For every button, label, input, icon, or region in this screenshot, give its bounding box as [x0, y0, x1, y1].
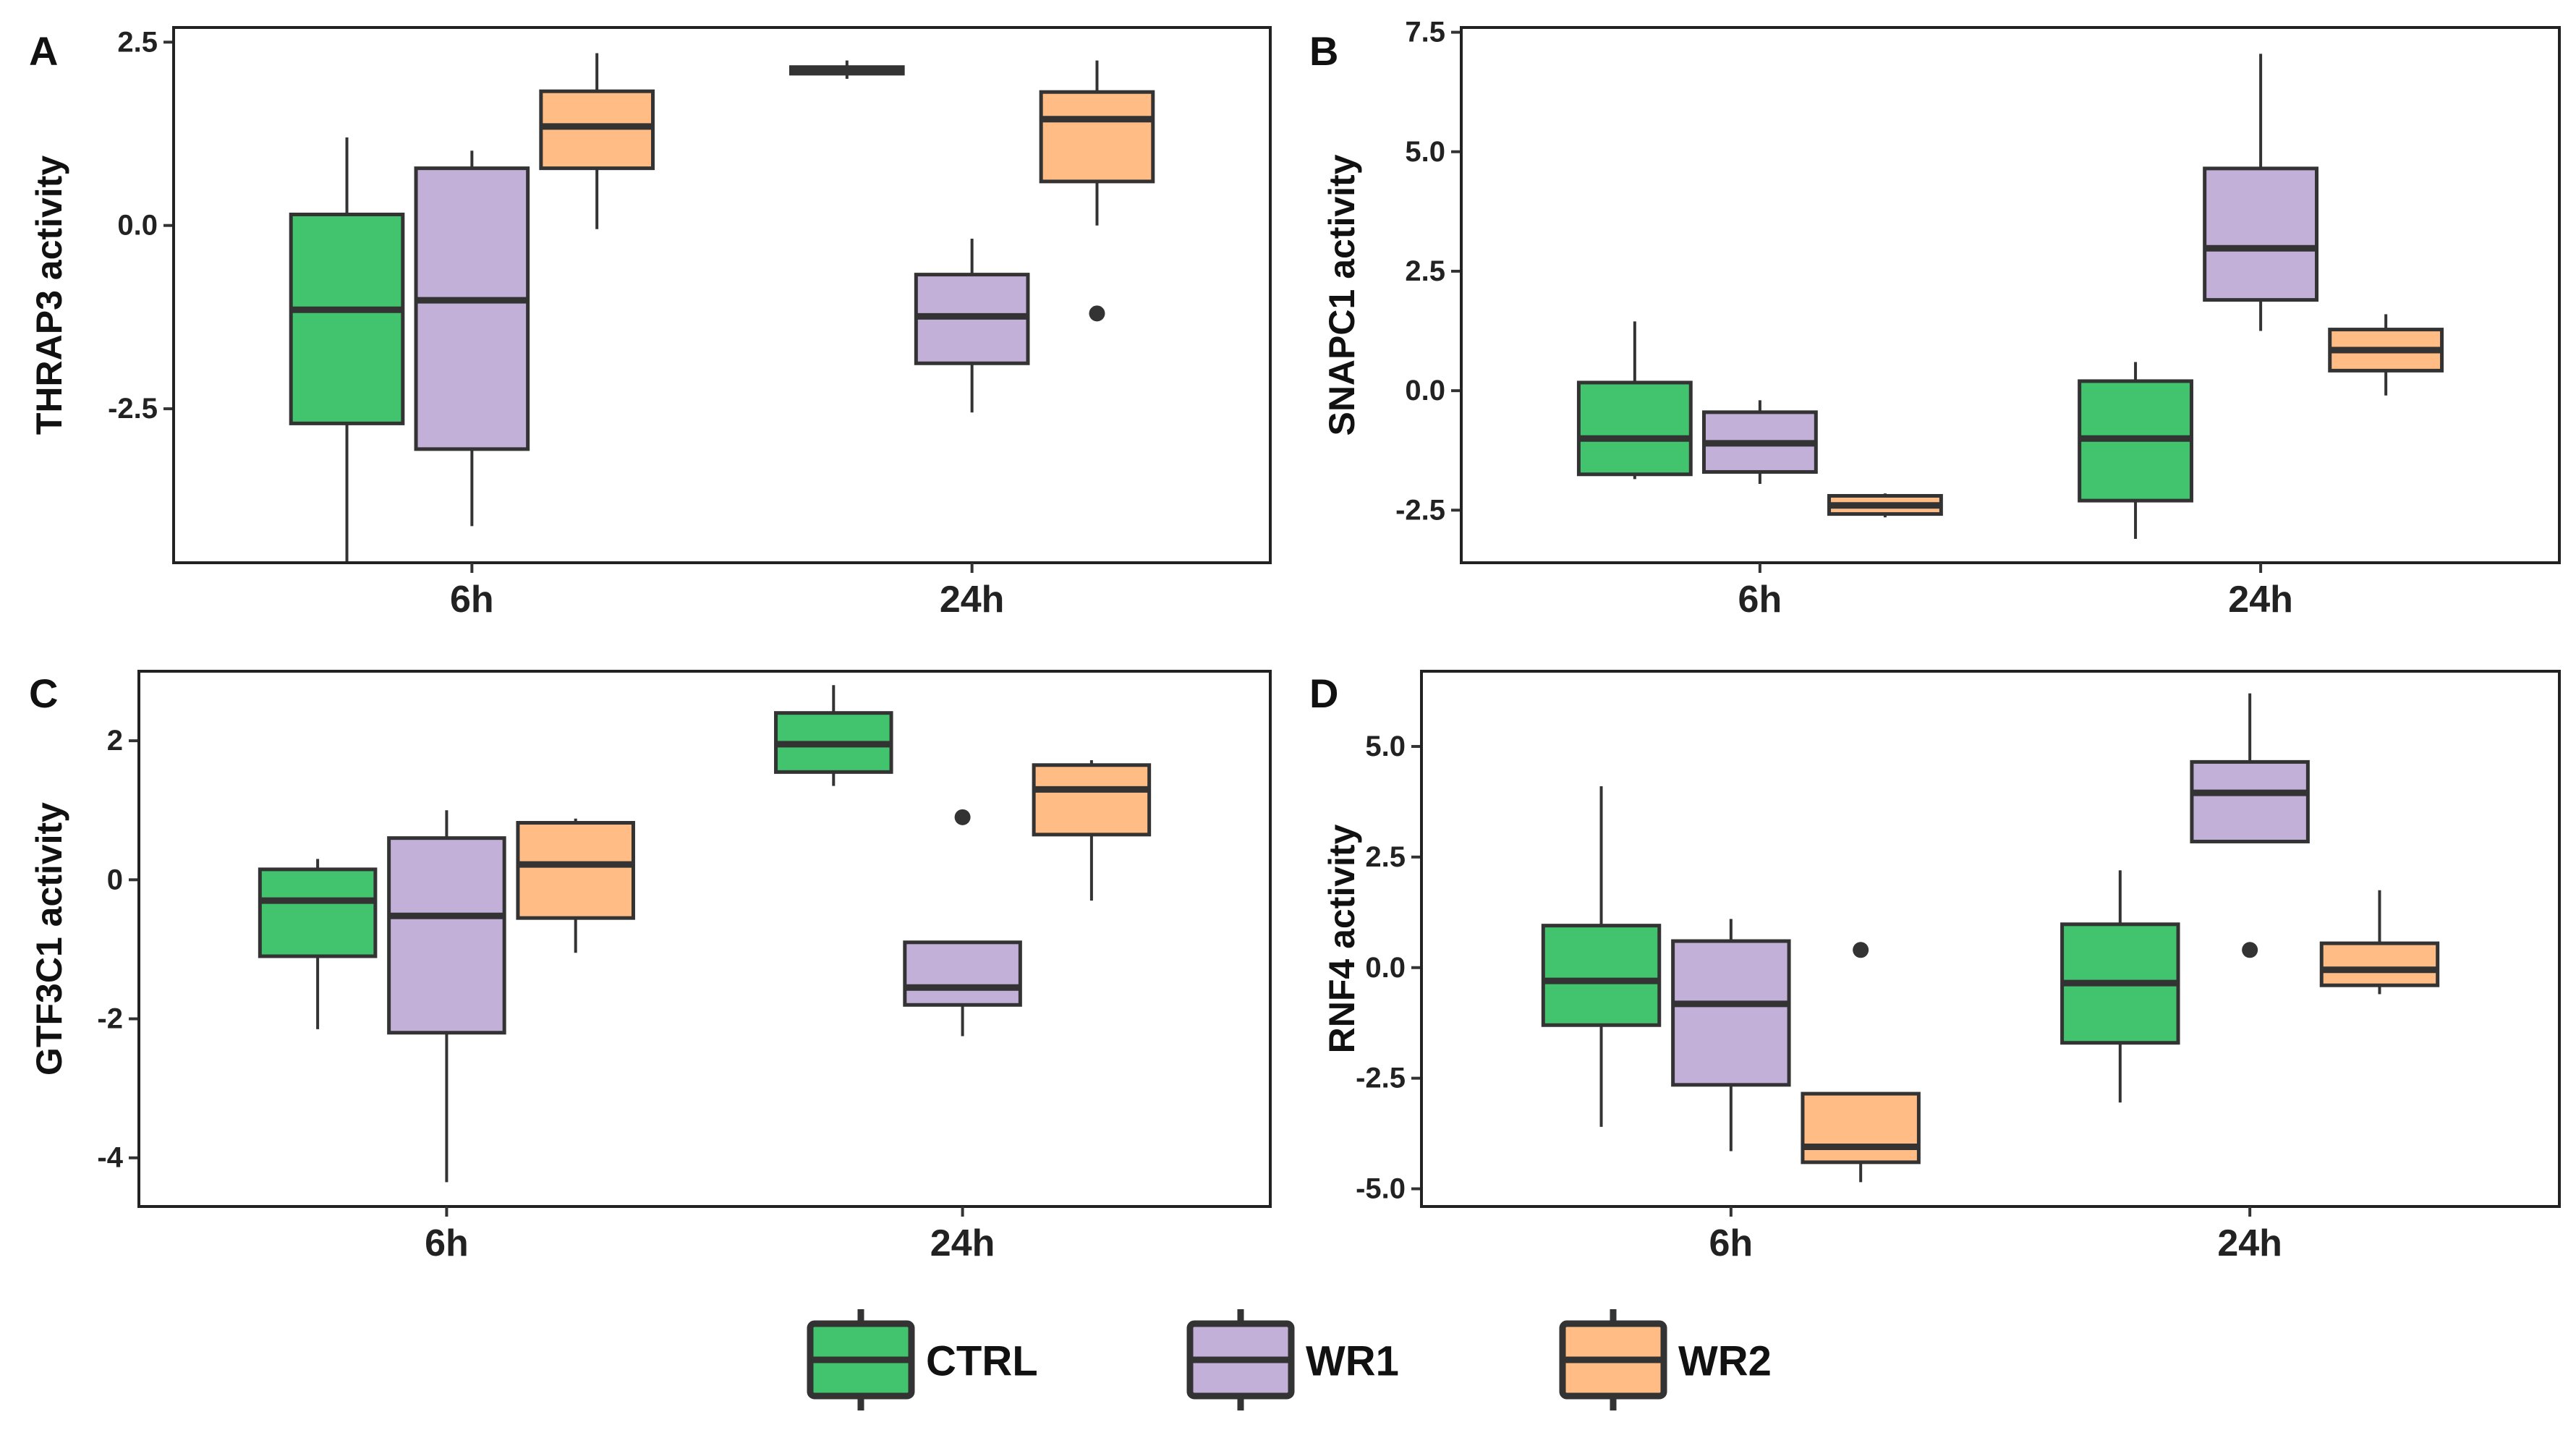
box-wr2-24h: [2328, 314, 2444, 396]
box-iqr: [414, 166, 530, 451]
box-wr1-6h: [1671, 919, 1791, 1152]
box-wr2-24h: [1039, 60, 1155, 322]
y-tick-label: 0: [107, 864, 123, 895]
y-tick-label: -2: [97, 1003, 123, 1035]
x-tick-label: 6h: [1709, 1222, 1754, 1264]
y-tick-label: -2.5: [1395, 494, 1445, 526]
legend-label: CTRL: [926, 1338, 1038, 1385]
outlier-point: [1853, 942, 1869, 958]
box-iqr: [258, 867, 378, 958]
y-tick-label: -4: [97, 1142, 123, 1174]
box-wr2-6h: [539, 53, 655, 229]
box-ctrl-24h: [2060, 870, 2180, 1103]
box-iqr: [2190, 759, 2310, 843]
outlier-point: [1089, 305, 1105, 322]
legend: CTRL WR1 WR2: [807, 1309, 1772, 1410]
panel-B: B SNAPC1 activity 7.5 5.0 2.5 0.0 -2.5 6h 24h: [1309, 17, 2561, 621]
panel-letter: C: [29, 671, 58, 716]
box-wr1-24h: [903, 809, 1022, 1037]
legend-item-wr1: WR1: [1186, 1309, 1399, 1410]
y-axis-title: GTF3C1 activity: [29, 802, 69, 1076]
legend-label: WR2: [1678, 1338, 1772, 1385]
box-wr2-6h: [516, 818, 635, 953]
outlier-point: [954, 809, 971, 825]
legend-item-wr2: WR2: [1559, 1309, 1772, 1410]
box-iqr: [539, 89, 655, 171]
y-tick-label: 2: [107, 725, 123, 757]
box-ctrl-6h: [1541, 786, 1662, 1127]
box-iqr: [903, 940, 1022, 1007]
box-wr2-24h: [1032, 760, 1152, 901]
y-tick-label: -5.0: [1356, 1173, 1406, 1205]
legend-label: WR1: [1306, 1338, 1399, 1385]
y-tick-label: 0.0: [1405, 375, 1445, 407]
y-tick-label: -2.5: [108, 393, 158, 425]
box-iqr: [387, 836, 506, 1035]
panel-frame: [137, 670, 1272, 1208]
panel-A: A THRAP3 activity 2.5 0.0 -2.5 6h 24h: [29, 26, 1272, 621]
box-iqr: [2319, 941, 2440, 987]
box-iqr: [1576, 380, 1693, 477]
box-wr1-6h: [387, 810, 506, 1183]
box-iqr: [289, 212, 405, 425]
x-tick-label: 24h: [930, 1222, 995, 1264]
panel-letter: D: [1309, 671, 1338, 716]
box-iqr: [1039, 90, 1155, 184]
box-ctrl-6h: [258, 859, 378, 1029]
box-wr1-24h: [2203, 54, 2319, 331]
x-tick-label: 6h: [450, 579, 494, 621]
box-iqr: [2203, 166, 2319, 302]
y-tick-label: 2.5: [1405, 255, 1445, 287]
box-wr2-6h: [1801, 942, 1921, 1183]
box-iqr: [1032, 763, 1152, 837]
x-tick-label: 24h: [2228, 579, 2293, 621]
panel-frame: [1460, 26, 2561, 564]
box-iqr: [1801, 1091, 1921, 1165]
box-ctrl-24h: [774, 685, 893, 786]
y-tick-label: -2.5: [1356, 1063, 1406, 1094]
panel-letter: B: [1309, 28, 1338, 74]
box-ctrl-24h: [789, 60, 905, 79]
box-wr1-24h: [914, 238, 1030, 413]
y-axis-title: SNAPC1 activity: [1322, 154, 1362, 435]
y-tick-label: 7.5: [1405, 17, 1445, 48]
x-tick-label: 6h: [425, 1222, 469, 1264]
legend-item-ctrl: CTRL: [807, 1309, 1038, 1410]
box-iqr: [516, 821, 635, 920]
box-iqr: [1671, 939, 1791, 1087]
y-axis-title: RNF4 activity: [1322, 824, 1362, 1053]
y-axis-title: THRAP3 activity: [29, 156, 69, 435]
box-ctrl-24h: [2078, 362, 2193, 539]
box-iqr: [1541, 924, 1662, 1027]
panel-C: C GTF3C1 activity 2 0 -2 -4 6h 24h: [29, 670, 1272, 1264]
box-ctrl-6h: [1576, 321, 1693, 480]
box-wr1-24h: [2190, 693, 2310, 958]
outlier-point: [2242, 942, 2258, 958]
y-tick-label: 5.0: [1405, 136, 1445, 168]
panel-frame: [172, 26, 1272, 564]
y-tick-label: 0.0: [117, 210, 158, 242]
panel-letter: A: [29, 28, 58, 74]
panel-D: D RNF4 activity 5.0 2.5 0.0 -2.5 -5.0 6h 24h: [1309, 670, 2561, 1264]
box-wr2-6h: [1827, 493, 1943, 518]
y-tick-label: 0.0: [1365, 952, 1406, 984]
box-ctrl-6h: [289, 137, 405, 563]
box-wr1-6h: [414, 150, 530, 527]
x-tick-label: 24h: [940, 579, 1005, 621]
y-tick-label: 2.5: [1365, 841, 1406, 873]
box-wr1-6h: [1701, 400, 1818, 484]
x-tick-label: 24h: [2217, 1222, 2282, 1264]
y-tick-label: 5.0: [1365, 731, 1406, 762]
y-tick-label: 2.5: [117, 26, 158, 58]
x-tick-label: 6h: [1738, 579, 1782, 621]
box-wr2-24h: [2319, 890, 2440, 995]
panel-frame: [1420, 670, 2561, 1208]
